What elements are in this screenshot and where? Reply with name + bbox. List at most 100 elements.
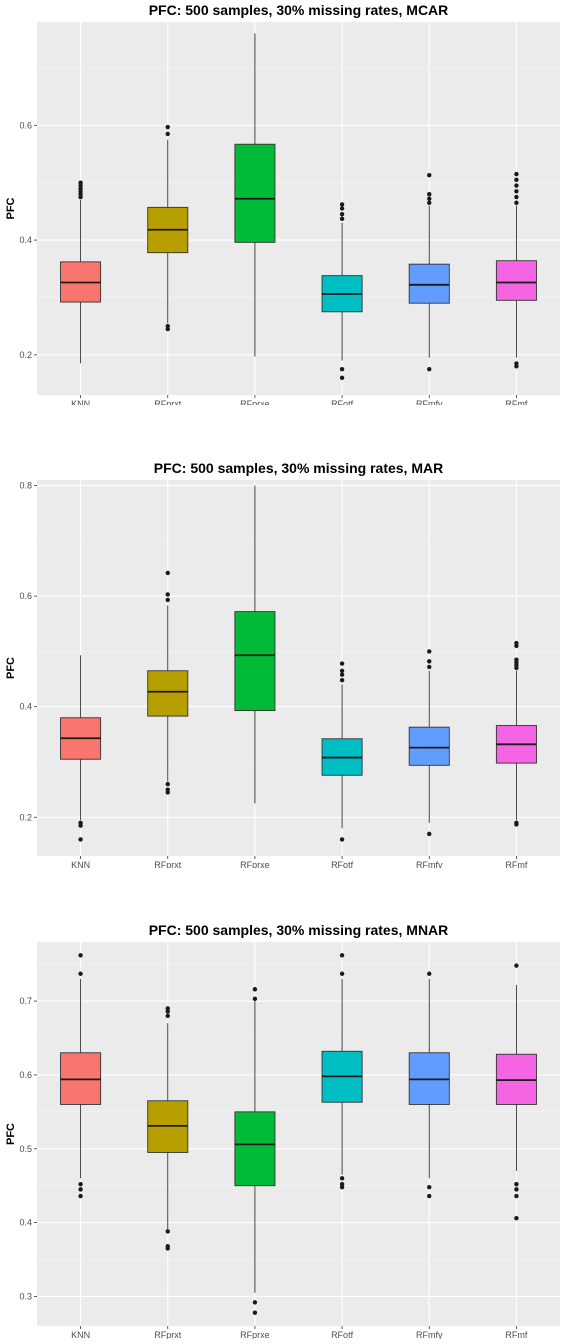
outlier-point [165,1246,170,1251]
outlier-point [78,1193,83,1199]
outlier-point [339,661,345,666]
outlier-point [165,131,170,137]
x-tick-label: RFmfy [416,1330,443,1339]
outlier-point [427,1193,432,1199]
outlier-point [339,677,345,683]
y-tick-label: 0.3 [19,1291,32,1301]
y-axis-label: PFC [5,1123,17,1145]
outlier-point [252,996,258,1002]
y-tick-label: 0.7 [19,996,32,1006]
outlier-point [427,366,432,372]
outlier-point [427,971,432,976]
outlier-point [514,963,519,968]
outlier-point [339,366,345,372]
boxplot-mcar: PFC: 500 samples, 30% missing rates, MCA… [5,2,560,409]
outlier-point [514,364,519,369]
y-axis-label: PFC [5,197,17,219]
box-RFmf [495,171,537,369]
outlier-point [427,200,432,205]
box-RFprxt [147,124,189,332]
outlier-point [514,1193,519,1199]
outlier-point [165,1013,170,1019]
outlier-point [514,640,519,646]
box-body [234,143,276,243]
outlier-point [514,194,519,200]
box-RFprxt [147,570,189,795]
box-KNN [60,953,102,1199]
y-tick-label: 0.6 [19,120,32,130]
outlier-point [339,971,345,976]
y-tick-label: 0.4 [19,702,32,712]
outlier-point [78,971,83,976]
outlier-point [165,1006,170,1011]
outlier-point [514,200,519,205]
chart-panel-mar: PFC: 500 samples, 30% missing rates, MAR… [0,458,569,870]
box-KNN [60,655,102,842]
outlier-point [427,196,432,201]
outlier-point [514,171,519,177]
box-RFprxe [234,33,276,357]
box-RFmfy [408,173,450,372]
x-tick-label: KNN [71,399,90,405]
chart-title: PFC: 500 samples, 30% missing rates, MNA… [149,922,449,938]
outlier-point [427,659,432,664]
outlier-point [514,1215,519,1221]
outlier-point [339,1184,345,1190]
chart-panel-mcar: PFC: 500 samples, 30% missing rates, MCA… [0,0,569,409]
outlier-point [252,1310,258,1315]
outlier-point [339,837,345,842]
x-tick-label: RFmfy [416,860,443,868]
boxplot-mnar: PFC: 500 samples, 30% missing rates, MNA… [5,922,560,1340]
outlier-point [165,597,170,603]
x-tick-label: RFprxt [154,399,181,405]
outlier-point [165,1229,170,1234]
outlier-point [165,790,170,795]
outlier-point [252,1300,258,1305]
box-RFmf [495,963,537,1221]
outlier-point [427,649,432,654]
x-tick-label: RFprxt [154,860,181,868]
box-body [408,263,450,304]
outlier-point [78,1182,83,1187]
x-tick-label: RFprxe [240,1330,270,1339]
outlier-point [514,822,519,827]
outlier-point [339,212,345,217]
outlier-point [78,180,83,185]
box-RFprxt [147,1006,189,1251]
x-tick-label: KNN [71,860,90,868]
plot-background [37,22,560,395]
outlier-point [339,202,345,207]
x-tick-label: RFprxe [240,860,270,868]
box-body [234,611,276,712]
outlier-point [427,664,432,670]
outlier-point [514,189,519,194]
outlier-point [339,375,345,380]
y-tick-label: 0.4 [19,235,32,245]
box-RFmfy [408,649,450,837]
x-tick-label: RFotf [331,1330,354,1339]
outlier-point [339,216,345,222]
box-RFmf [495,640,537,827]
outlier-point [339,672,345,677]
outlier-point [339,953,345,958]
y-axis-label: PFC [5,657,17,679]
chart-title: PFC: 500 samples, 30% missing rates, MAR [154,460,443,476]
y-tick-label: 0.4 [19,1218,32,1228]
outlier-point [339,1176,345,1181]
outlier-point [165,326,170,332]
x-tick-label: RFmfy [416,399,443,405]
y-tick-label: 0.8 [19,481,32,491]
box-RFmfy [408,971,450,1199]
y-tick-label: 0.2 [19,812,32,822]
outlier-point [339,206,345,211]
plot-background [37,942,560,1326]
box-body [147,670,189,717]
outlier-point [78,823,83,828]
x-tick-label: KNN [71,1330,90,1339]
outlier-point [427,831,432,837]
box-body [495,260,537,301]
outlier-point [78,837,83,842]
x-tick-label: RFmf [505,860,527,868]
outlier-point [339,668,345,673]
outlier-point [514,657,519,662]
